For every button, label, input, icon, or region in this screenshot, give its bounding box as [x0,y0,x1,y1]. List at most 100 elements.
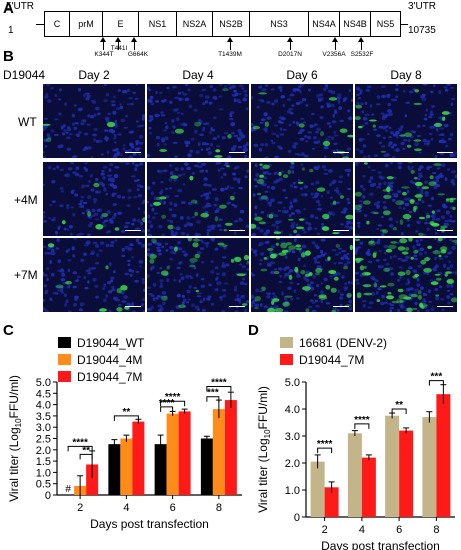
significance-label: **** [159,398,175,409]
y-tick-label: 0 [45,490,51,502]
scale-bar [333,306,349,307]
chart-d: 0 1.0 2.0 3.0 4.0 5.0 Viral titer (Log10FFU/ml… [256,336,455,550]
y-tick-label: 5.0 [36,377,51,389]
bar [178,411,191,495]
micrograph-+4M-day-4 [147,162,249,236]
segment-ns4b: NS4B [339,11,371,37]
genome-start-label: 1 [8,25,14,36]
mutation-label-d2017n: D2017N [278,51,302,58]
x-axis-label: Days post transfection [321,539,440,550]
bar [154,444,167,495]
legend-label: D19044_7M [299,353,364,367]
significance-label: **** [165,392,181,403]
scale-bar [229,152,245,153]
bar [212,409,225,495]
x-tick-label: 2 [77,502,83,514]
panel-c-label: C [3,322,14,339]
significance-bracket [317,447,333,454]
y-tick-label: 4.5 [36,388,51,400]
legend-swatch [58,371,71,382]
scale-bar [125,152,141,153]
bar [120,438,133,495]
segment-e: E [102,11,139,37]
significance-bracket [79,453,93,460]
bar [436,394,451,517]
significance-bracket [160,406,174,412]
scale-bar [333,152,349,153]
significance-label: *** [207,388,219,399]
segment-c: C [44,11,70,37]
segment-ns1: NS1 [138,11,177,37]
error-bar [314,454,321,469]
legend-label: D19044_4M [77,353,142,367]
genome-end-label: 10735 [408,25,436,36]
y-axis-label: Viral titer (Log10FFU/ml) [7,375,23,502]
day-label-6: Day 6 [286,68,318,82]
utr5-line [36,24,44,25]
error-bar [203,435,210,441]
significance-bracket [354,423,370,429]
scale-bar [229,230,245,231]
row-label-wt: WT [18,115,37,129]
utr3-line [400,24,408,25]
scale-bar [437,152,453,153]
panel-a-label: A [3,0,14,17]
y-tick-label: 1.5 [36,456,51,468]
significance-label: ** [395,400,403,411]
error-bar [328,481,335,493]
panel-b-label: B [3,48,14,65]
segment-prm: prM [69,11,103,37]
y-tick-label: 3.5 [36,411,51,423]
y-tick-label: 3.0 [285,431,300,443]
annotation-mark: # [65,484,71,495]
error-bar [227,391,234,408]
significance-bracket [428,380,444,386]
error-bar [351,430,358,436]
y-tick-label: 0.5 [36,479,51,491]
scale-bar [229,306,245,307]
y-tick-label: 0 [294,512,300,524]
mutation-label-t1439m: T1439M [218,51,242,58]
legend-label: 16681 (DENV-2) [299,336,387,350]
legend-label: D19044_7M [77,370,142,384]
micrograph-+4M-day-8 [355,162,457,236]
significance-bracket [67,445,93,452]
mutation-label-k344t: K344T [94,51,114,58]
strain-label: D19044 [3,68,46,82]
utr3-label: 3'UTR [408,1,437,12]
significance-bracket [391,408,407,414]
legend-swatch [58,354,71,365]
mutation-label-g664k: G664K [127,51,149,58]
bar [132,421,145,495]
bar [399,430,414,517]
bar [422,417,437,517]
significance-bracket [113,415,139,421]
micrograph-+4M-day-2 [43,162,145,236]
legend-swatch [280,337,293,348]
significance-label: ** [82,445,90,456]
x-axis-label: Days post transfection [90,517,209,531]
micrograph-+7M-day-2 [43,238,145,312]
y-tick-label: 2.0 [36,445,51,457]
x-tick-label: 4 [123,502,129,514]
micrograph-+7M-day-6 [251,238,353,312]
significance-label: ** [122,407,130,418]
bar [200,438,213,495]
micrograph-+7M-day-4 [147,238,249,312]
x-tick-label: 8 [216,502,222,514]
x-tick-label: 6 [170,502,176,514]
day-label-2: Day 2 [78,68,110,82]
mutation-label-v2356a: V2356A [322,51,346,58]
bar [310,461,325,517]
error-bar [181,408,188,414]
y-tick-label: 1.0 [285,485,300,497]
micrograph-WT-day-6 [251,84,353,158]
legend-swatch [280,354,293,365]
day-label-8: Day 8 [390,68,422,82]
bar [108,444,121,495]
y-axis-label: Viral titer (Log10FFU/ml) [256,386,272,513]
significance-label: **** [317,439,333,450]
row-label-7m: +7M [14,268,38,282]
error-bar [123,434,130,442]
segment-ns4a: NS4A [308,11,340,37]
